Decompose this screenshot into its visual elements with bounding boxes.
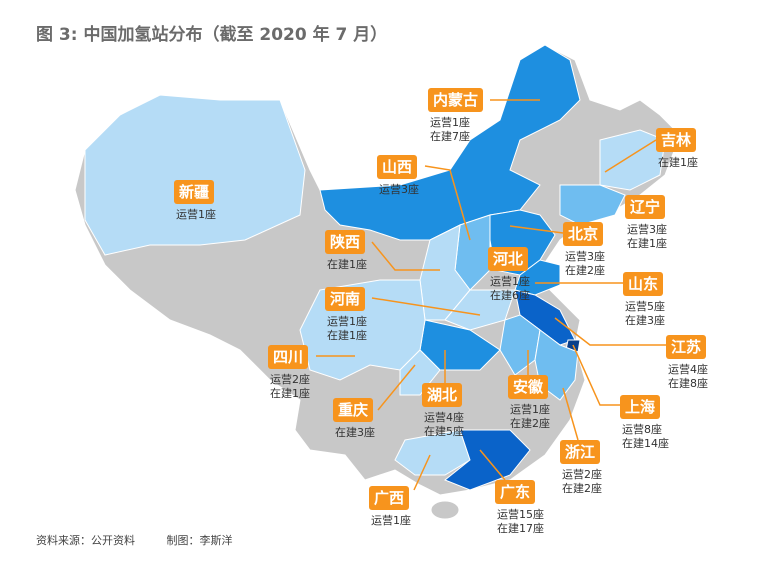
station-count-line: 运营8座 (622, 423, 662, 436)
station-counts: 在建1座 (327, 258, 367, 272)
leader-line (424, 165, 471, 241)
station-counts: 运营1座 在建1座 (327, 315, 367, 343)
province-label: 广西 (369, 486, 410, 510)
station-count-line: 运营3座 (565, 250, 605, 263)
station-count-line: 在建1座 (658, 156, 698, 169)
station-counts: 运营15座 在建17座 (497, 508, 544, 536)
province-label: 重庆 (333, 398, 374, 422)
station-count-line: 运营4座 (668, 363, 708, 376)
station-count-line: 在建5座 (424, 425, 464, 438)
station-count-line: 在建2座 (565, 264, 605, 277)
station-count-line: 运营15座 (497, 508, 544, 521)
province-label: 山东 (623, 272, 664, 296)
leader-line (562, 387, 579, 441)
station-count-line: 在建3座 (625, 314, 665, 327)
province-label: 安徽 (508, 375, 549, 399)
station-count-line: 在建17座 (497, 522, 544, 535)
province-label: 北京 (563, 222, 604, 246)
leader-line (413, 454, 431, 491)
station-counts: 运营8座 在建14座 (622, 423, 669, 451)
author-note: 制图：李斯洋 (166, 534, 233, 547)
station-count-line: 运营1座 (430, 116, 470, 129)
province-label: 浙江 (560, 440, 601, 464)
station-count-line: 在建2座 (562, 482, 602, 495)
province-label: 河北 (488, 247, 529, 271)
station-counts: 运营1座 在建7座 (430, 116, 470, 144)
province-label: 湖北 (422, 383, 463, 407)
station-counts: 运营1座 在建2座 (510, 403, 550, 431)
leader-line (554, 317, 666, 346)
leader-line (479, 449, 506, 481)
province-label: 山西 (377, 155, 418, 179)
station-count-line: 运营1座 (327, 315, 367, 328)
station-count-line: 在建1座 (327, 329, 367, 342)
province-label: 河南 (325, 287, 366, 311)
province-label: 广东 (495, 480, 536, 504)
region-hainan (430, 500, 460, 520)
province-label: 内蒙古 (428, 88, 484, 112)
station-count-line: 运营2座 (562, 468, 602, 481)
station-count-line: 运营1座 (510, 403, 550, 416)
station-count-line: 运营1座 (176, 208, 216, 221)
station-count-line: 运营3座 (627, 223, 667, 236)
station-count-line: 在建7座 (430, 130, 470, 143)
station-count-line: 运营4座 (424, 411, 464, 424)
region-liaoning (559, 184, 626, 226)
station-counts: 运营4座 在建5座 (424, 411, 464, 439)
station-count-line: 运营3座 (379, 183, 419, 196)
station-counts: 运营3座 在建1座 (627, 223, 667, 251)
station-counts: 运营2座 在建1座 (270, 373, 310, 401)
figure-title: 图 3: 中国加氢站分布（截至 2020 年 7 月） (36, 25, 388, 45)
station-count-line: 运营1座 (490, 275, 530, 288)
province-label: 陕西 (325, 230, 366, 254)
leader-line (371, 297, 481, 316)
leader-line (509, 225, 564, 234)
footer: 资料来源：公开资料 制图：李斯洋 (36, 532, 261, 548)
province-label: 辽宁 (625, 195, 666, 219)
region-xinjiang (84, 94, 306, 256)
source-note: 资料来源：公开资料 (36, 534, 135, 547)
region-inner-mongolia (319, 44, 581, 241)
province-label: 吉林 (656, 128, 697, 152)
leader-lines (316, 99, 666, 491)
station-counts: 运营3座 (379, 183, 419, 197)
leader-line (371, 241, 440, 271)
station-count-line: 在建2座 (510, 417, 550, 430)
station-count-line: 在建8座 (668, 377, 708, 390)
station-counts: 在建3座 (335, 426, 375, 440)
station-count-line: 运营2座 (270, 373, 310, 386)
station-count-line: 在建1座 (627, 237, 667, 250)
region-henan (444, 289, 516, 331)
province-label: 四川 (268, 345, 309, 369)
province-label: 江苏 (666, 335, 707, 359)
province-label: 上海 (620, 395, 661, 419)
station-count-line: 在建14座 (622, 437, 669, 450)
leader-line (377, 364, 416, 411)
station-count-line: 在建3座 (335, 426, 375, 439)
leader-line (604, 139, 657, 173)
station-counts: 运营1座 (176, 208, 216, 222)
station-counts: 运营1座 在建6座 (490, 275, 530, 303)
station-count-line: 在建6座 (490, 289, 530, 302)
station-count-line: 在建1座 (270, 387, 310, 400)
station-counts: 在建1座 (658, 156, 698, 170)
leader-line (572, 344, 620, 406)
station-counts: 运营4座 在建8座 (668, 363, 708, 391)
station-counts: 运营1座 (371, 514, 411, 528)
province-label: 新疆 (174, 180, 215, 204)
station-counts: 运营5座 在建3座 (625, 300, 665, 328)
station-count-line: 在建1座 (327, 258, 367, 271)
region-chongqing (399, 349, 441, 396)
station-count-line: 运营5座 (625, 300, 665, 313)
station-counts: 运营3座 在建2座 (565, 250, 605, 278)
station-count-line: 运营1座 (371, 514, 411, 527)
station-counts: 运营2座 在建2座 (562, 468, 602, 496)
